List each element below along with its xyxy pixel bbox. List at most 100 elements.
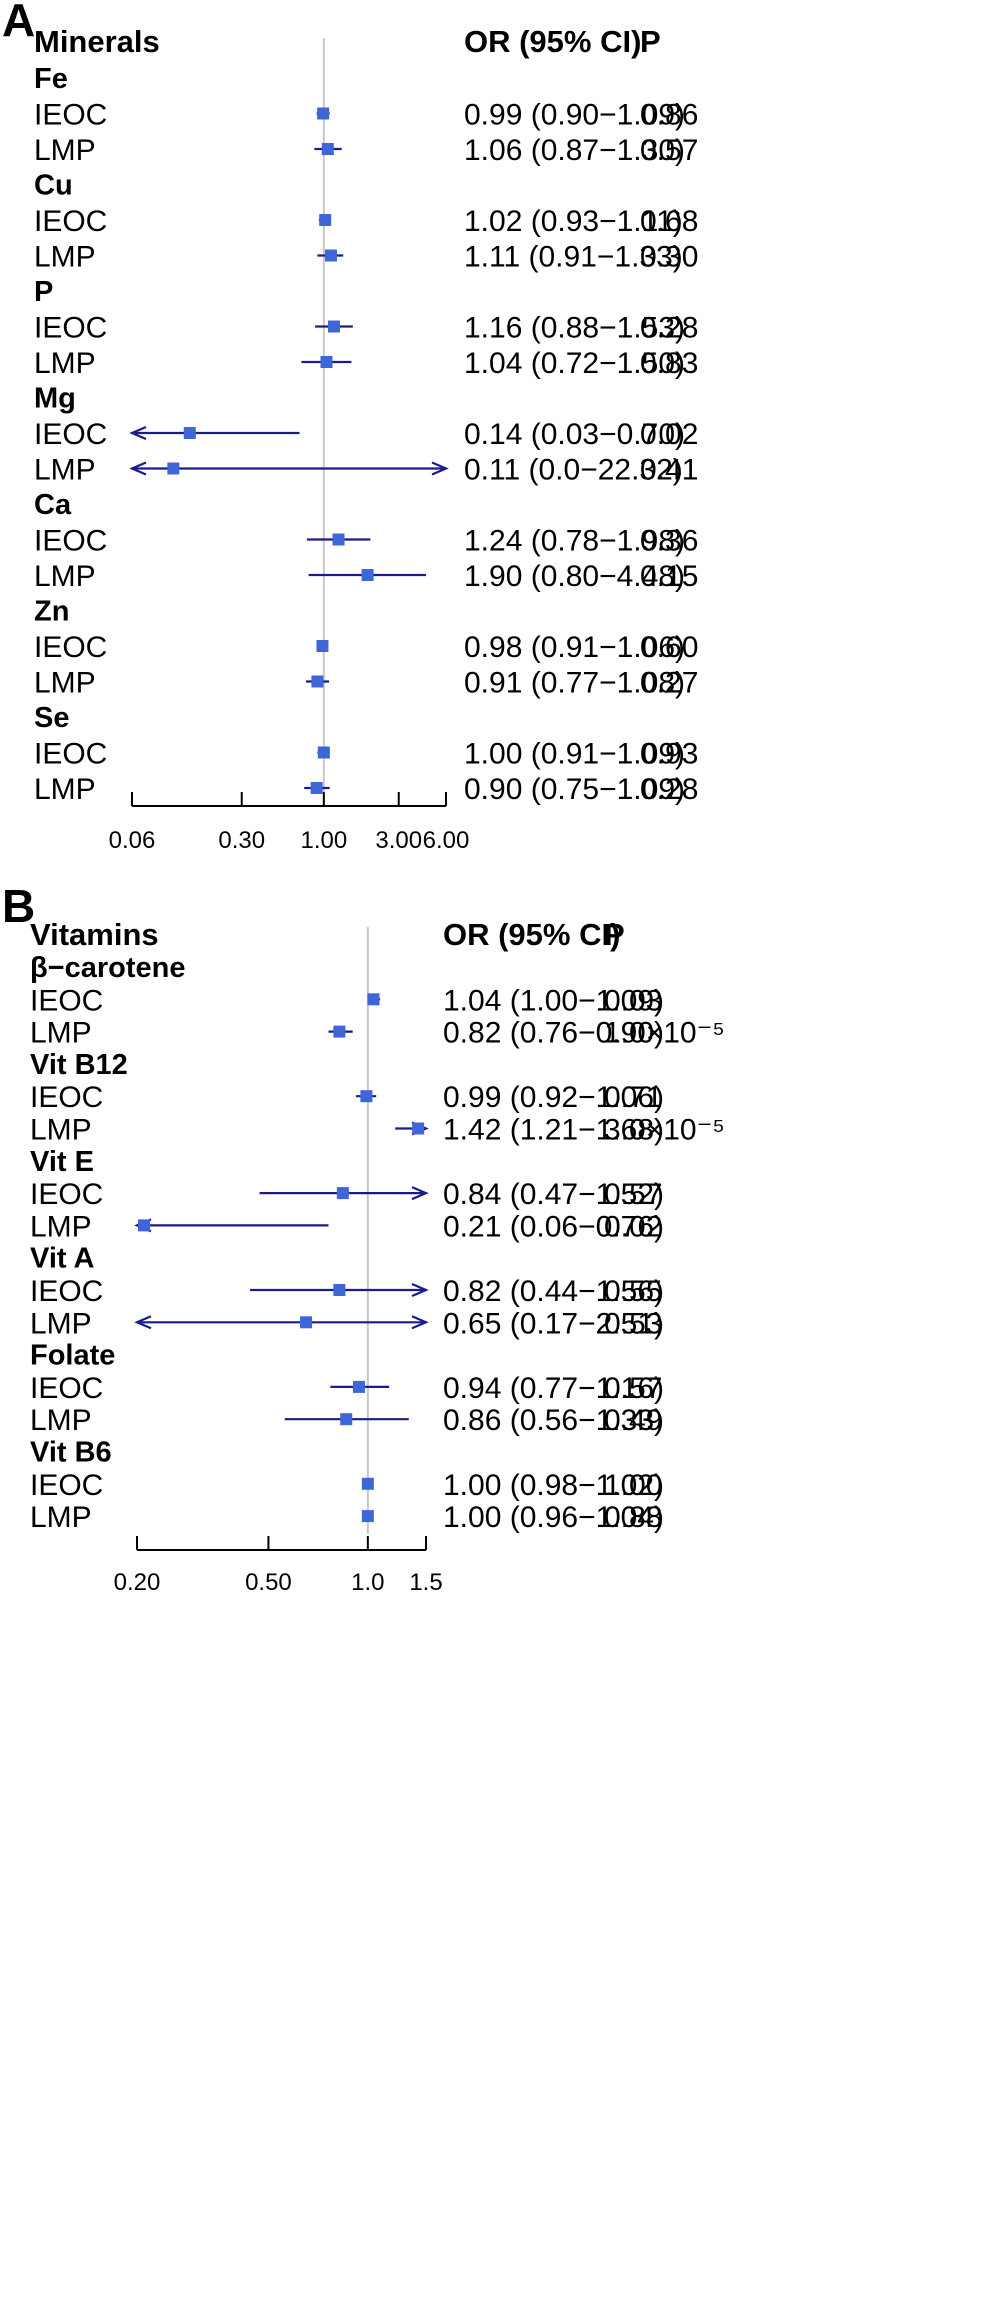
pb-p-value: 3.0×10⁻⁵: [604, 1114, 725, 1147]
pa-or-ci-text: 1.16 (0.88−1.53): [464, 312, 685, 345]
pb-row-label: IEOC: [30, 1081, 103, 1114]
pa-or-ci-text: 1.90 (0.80−4.48): [464, 560, 685, 593]
pb-header-p: P: [604, 917, 625, 952]
pb-p-value: 1.0×10⁻⁵: [604, 1017, 725, 1050]
pb-point-estimate: [361, 1510, 374, 1523]
pa-row-label: LMP: [34, 347, 96, 380]
pb-p-value: 0.02: [604, 1210, 662, 1243]
pa-or-ci-text: 1.02 (0.93−1.11): [464, 205, 683, 238]
pb-ci-arrow-right: [411, 1186, 429, 1201]
pa-p-value: 0.57: [640, 134, 698, 167]
pa-or-ci-text: 1.24 (0.78−1.98): [464, 525, 685, 558]
pb-point-estimate: [360, 1090, 373, 1103]
pa-point-estimate: [317, 746, 330, 759]
pa-x-tick-label: 3.00: [375, 827, 422, 854]
pb-group-label: Vit E: [30, 1146, 94, 1178]
pb-point-estimate: [137, 1219, 150, 1232]
pb-row-label: IEOC: [30, 1178, 103, 1211]
pa-p-value: 0.93: [640, 738, 698, 771]
pa-row-label: IEOC: [34, 418, 107, 451]
pa-point-estimate: [317, 107, 330, 120]
pa-point-estimate: [320, 356, 333, 368]
pb-row-label: LMP: [30, 1017, 92, 1050]
pb-group-label: Vit B6: [30, 1437, 112, 1469]
pa-or-ci-text: 0.90 (0.75−1.09): [464, 773, 685, 806]
pa-p-value: 0.68: [640, 205, 698, 238]
pa-row-label: IEOC: [34, 312, 107, 345]
pa-point-estimate: [332, 533, 345, 546]
pb-or-ci-text: 0.84 (0.47−1.52): [443, 1178, 664, 1211]
pa-p-value: 0.86: [640, 99, 698, 132]
pb-row-label: IEOC: [30, 1275, 103, 1308]
pb-p-value: 1.00: [604, 1469, 662, 1502]
pa-point-estimate: [167, 462, 180, 475]
pb-or-ci-text: 1.00 (0.98−1.02): [443, 1469, 664, 1502]
pa-x-tick-label: 0.06: [109, 827, 156, 854]
pa-x-tick-label: 1.00: [300, 827, 347, 854]
pa-group-label: Cu: [34, 170, 73, 202]
pa-or-ci-text: 1.04 (0.72−1.50): [464, 347, 685, 380]
pa-p-value: 0.27: [640, 667, 698, 700]
pa-point-estimate: [319, 214, 332, 226]
pa-header-p: P: [640, 24, 661, 59]
pb-or-ci-text: 0.99 (0.92−1.06): [443, 1081, 664, 1114]
pb-row-label: LMP: [30, 1114, 92, 1147]
pa-p-value: 0.30: [640, 241, 698, 274]
pa-or-ci-text: 0.14 (0.03−0.70): [464, 418, 685, 451]
pb-point-estimate: [336, 1187, 349, 1200]
pa-group-label: Se: [34, 702, 69, 734]
pa-point-estimate: [324, 249, 337, 262]
pb-header-group: Vitamins: [30, 917, 159, 952]
pb-point-estimate: [361, 1477, 374, 1490]
pb-row-label: LMP: [30, 1404, 92, 1437]
pb-group-label: Vit A: [30, 1243, 95, 1275]
pb-group-label: Folate: [30, 1340, 115, 1372]
pa-or-ci-text: 1.06 (0.87−1.30): [464, 134, 685, 167]
pb-p-value: 0.53: [604, 1307, 662, 1340]
pa-or-ci-text: 0.91 (0.77−1.08): [464, 667, 685, 700]
pb-x-tick-label: 0.50: [245, 1569, 292, 1596]
pa-p-value: 0.15: [640, 560, 698, 593]
pa-point-estimate: [321, 143, 334, 155]
pb-or-ci-text: 0.86 (0.56−1.33): [443, 1404, 664, 1437]
pa-x-tick-label: 6.00: [423, 827, 470, 854]
pb-or-ci-text: 1.42 (1.21−1.68): [443, 1114, 664, 1147]
pa-p-value: 0.83: [640, 347, 698, 380]
pb-point-estimate: [340, 1413, 353, 1426]
pa-or-ci-text: 0.99 (0.90−1.09): [464, 99, 685, 132]
pa-x-tick-label: 0.30: [218, 827, 265, 854]
pa-point-estimate: [327, 320, 340, 333]
pa-row-label: LMP: [34, 667, 96, 700]
pb-x-tick-label: 0.20: [114, 1569, 161, 1596]
pa-p-value: 0.28: [640, 773, 698, 806]
pb-row-label: LMP: [30, 1307, 92, 1340]
pa-row-label: LMP: [34, 773, 96, 806]
pb-ci-arrow-left: [134, 1315, 152, 1330]
pa-header-group: Minerals: [34, 24, 160, 59]
pb-x-tick-label: 1.5: [409, 1569, 442, 1596]
pb-p-value: 0.49: [604, 1404, 662, 1437]
pa-point-estimate: [310, 782, 323, 794]
pb-p-value: 0.71: [604, 1081, 662, 1114]
pb-or-ci-text: 0.65 (0.17−2.51): [443, 1307, 664, 1340]
pb-or-ci-text: 0.82 (0.44−1.56): [443, 1275, 664, 1308]
pa-row-label: LMP: [34, 560, 96, 593]
pb-header-or: OR (95% CI): [443, 917, 620, 952]
pa-p-value: 0.28: [640, 312, 698, 345]
pa-row-label: IEOC: [34, 738, 107, 771]
pa-row-label: IEOC: [34, 99, 107, 132]
pb-p-value: 0.57: [604, 1372, 662, 1405]
pa-group-label: Zn: [34, 596, 69, 628]
pb-group-label: β−carotene: [30, 952, 186, 984]
pb-point-estimate: [352, 1380, 365, 1393]
pb-x-tick-label: 1.0: [351, 1569, 384, 1596]
pb-group-label: Vit B12: [30, 1049, 128, 1081]
pb-point-estimate: [333, 1025, 346, 1038]
pb-point-estimate: [333, 1284, 346, 1296]
pa-p-value: 0.41: [640, 454, 698, 487]
pb-point-estimate: [412, 1122, 425, 1135]
panel-label-a: A: [2, 0, 35, 46]
pb-point-estimate: [300, 1316, 313, 1329]
pb-or-ci-text: 1.00 (0.96−1.04): [443, 1501, 664, 1534]
pa-or-ci-text: 1.11 (0.91−1.33): [464, 241, 683, 274]
